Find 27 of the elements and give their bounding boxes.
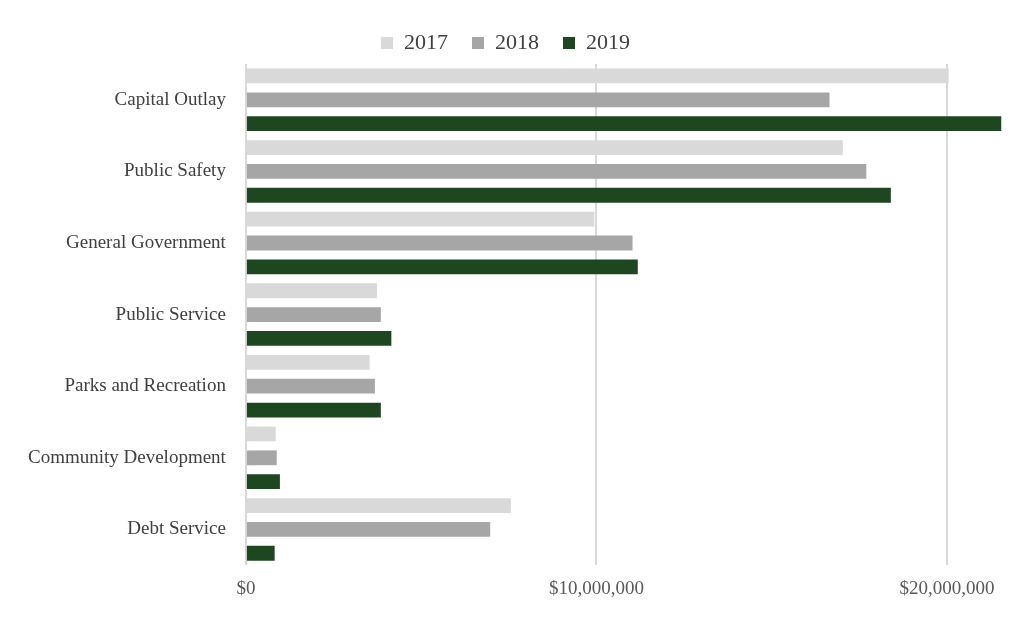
legend-label: 2018 bbox=[495, 28, 539, 54]
x-tick-label: $20,000,000 bbox=[899, 576, 995, 598]
y-tick-label: Public Safety bbox=[124, 159, 227, 181]
bar bbox=[246, 522, 491, 537]
bar bbox=[246, 331, 392, 346]
legend-label: 2019 bbox=[586, 28, 630, 54]
y-tick-label: Debt Service bbox=[127, 517, 226, 539]
y-tick-label: Parks and Recreation bbox=[64, 374, 227, 396]
bar bbox=[246, 235, 633, 251]
y-tick-label: General Government bbox=[66, 230, 227, 252]
bar bbox=[246, 307, 381, 322]
y-tick-label: Public Service bbox=[115, 302, 226, 324]
x-tick-label: $10,000,000 bbox=[548, 576, 644, 598]
bar bbox=[246, 378, 375, 394]
bar bbox=[246, 450, 277, 466]
bar bbox=[246, 92, 830, 108]
bar bbox=[246, 545, 275, 561]
bar bbox=[246, 187, 891, 203]
bar bbox=[246, 259, 638, 275]
bar bbox=[246, 402, 381, 418]
legend-label: 2017 bbox=[404, 28, 448, 54]
bar bbox=[246, 164, 867, 179]
y-tick-label: Community Development bbox=[27, 445, 227, 467]
x-tick-label: $0 bbox=[236, 576, 256, 598]
bar bbox=[246, 474, 280, 490]
bar bbox=[246, 116, 1002, 132]
y-tick-label: Capital Outlay bbox=[114, 87, 227, 109]
